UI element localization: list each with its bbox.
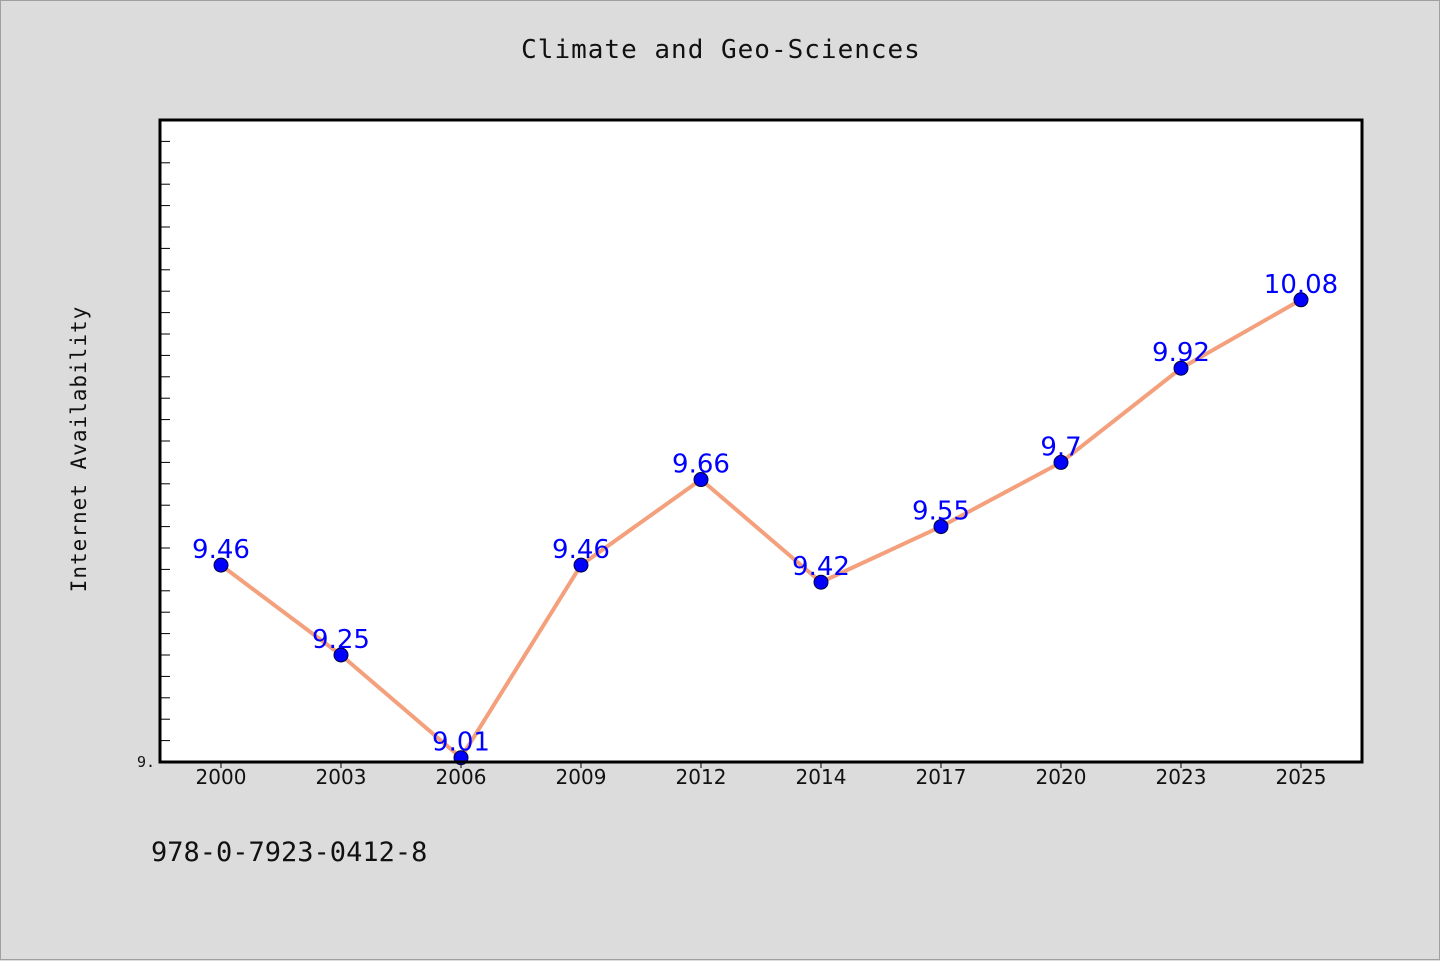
data-point (1053, 454, 1069, 470)
x-tick-label: 2009 (556, 765, 607, 789)
x-tick-label: 2014 (796, 765, 847, 789)
plot-frame (158, 118, 1364, 764)
data-label: 9.92 (1152, 338, 1210, 368)
footer-isbn: 978-0-7923-0412-8 (151, 837, 428, 868)
data-label: 10.08 (1264, 270, 1338, 300)
data-point (1173, 360, 1189, 376)
data-point (1293, 292, 1309, 308)
x-tick-label: 2006 (436, 765, 487, 789)
data-label: 9.66 (672, 450, 730, 480)
x-tick-label: 2000 (196, 765, 247, 789)
series-line (219, 297, 1303, 760)
data-point (213, 557, 229, 573)
data-point (333, 647, 349, 663)
data-point (933, 519, 949, 535)
plot-area (160, 120, 1362, 762)
data-label: 9.7 (1040, 432, 1081, 462)
data-label: 9.42 (792, 552, 850, 582)
chart-title: Climate and Geo-Sciences (521, 35, 921, 65)
data-point (693, 472, 709, 488)
data-label: 9.46 (192, 535, 250, 565)
x-tick-label: 2012 (676, 765, 727, 789)
x-tick-label: 2003 (316, 765, 367, 789)
data-point (813, 574, 829, 590)
x-tick-label: 2017 (916, 765, 967, 789)
data-label: 9.55 (912, 497, 970, 527)
data-label: 9.46 (552, 535, 610, 565)
data-point (573, 557, 589, 573)
data-label: 9.25 (312, 625, 370, 655)
y-tick-label: 9. (137, 753, 155, 771)
x-tick-label: 2023 (1156, 765, 1207, 789)
x-tick-label: 2025 (1276, 765, 1327, 789)
data-label: 9.01 (432, 728, 490, 758)
x-tick-label: 2020 (1036, 765, 1087, 789)
